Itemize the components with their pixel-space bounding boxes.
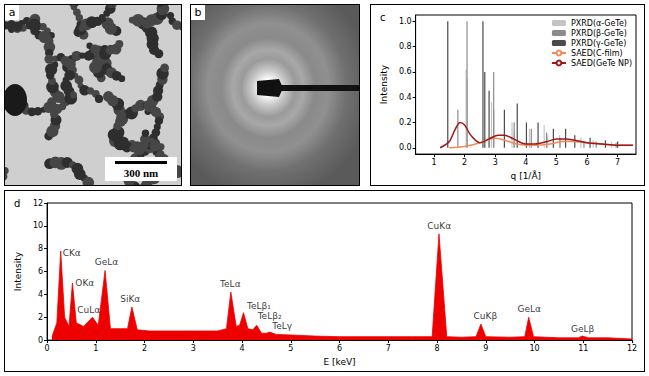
svg-text:8: 8 [38, 244, 43, 253]
svg-text:0.6: 0.6 [399, 67, 412, 76]
svg-text:SAED(GeTe NP): SAED(GeTe NP) [571, 59, 632, 68]
svg-text:a: a [9, 6, 16, 19]
svg-text:9: 9 [483, 344, 488, 353]
svg-text:E [keV]: E [keV] [323, 357, 355, 367]
svg-text:GeLβ: GeLβ [571, 324, 595, 334]
svg-text:CuKβ: CuKβ [474, 311, 498, 321]
svg-text:OKα: OKα [75, 278, 94, 288]
svg-text:2: 2 [142, 344, 147, 353]
svg-text:4: 4 [240, 344, 245, 353]
svg-text:PXRD(α-GeTe): PXRD(α-GeTe) [571, 19, 627, 28]
svg-text:CKα: CKα [63, 248, 81, 258]
svg-text:3: 3 [191, 344, 196, 353]
svg-text:q [1/Å]: q [1/Å] [511, 170, 542, 181]
svg-text:6: 6 [38, 267, 43, 276]
svg-text:GeLα: GeLα [517, 304, 541, 314]
svg-text:TeLγ: TeLγ [271, 321, 293, 331]
svg-text:SAED(C-film): SAED(C-film) [571, 49, 623, 58]
svg-text:TeLβ₂: TeLβ₂ [257, 311, 282, 321]
svg-text:d: d [14, 198, 20, 209]
svg-text:7: 7 [615, 158, 620, 167]
svg-text:4: 4 [38, 290, 43, 299]
svg-text:CuLα: CuLα [77, 305, 100, 315]
svg-text:1.0: 1.0 [399, 17, 412, 26]
svg-text:Intensity: Intensity [13, 251, 23, 291]
svg-text:4: 4 [523, 158, 528, 167]
svg-text:5: 5 [288, 344, 293, 353]
svg-text:300 nm: 300 nm [124, 167, 159, 179]
svg-text:2: 2 [38, 313, 43, 322]
svg-text:0: 0 [38, 336, 43, 345]
svg-text:0.0: 0.0 [399, 143, 412, 152]
svg-text:0: 0 [45, 344, 50, 353]
svg-text:6: 6 [584, 158, 589, 167]
svg-text:12: 12 [33, 199, 43, 208]
svg-text:8: 8 [434, 344, 439, 353]
svg-text:c: c [380, 12, 386, 23]
svg-text:PXRD(γ-GeTe): PXRD(γ-GeTe) [571, 39, 626, 48]
svg-text:b: b [195, 6, 202, 19]
svg-text:10: 10 [529, 344, 539, 353]
svg-text:CuKα: CuKα [427, 221, 451, 231]
svg-text:11: 11 [578, 344, 588, 353]
svg-text:10: 10 [33, 221, 43, 230]
svg-text:3: 3 [493, 158, 498, 167]
svg-text:TeLα: TeLα [219, 279, 241, 289]
svg-text:TeLβ₁: TeLβ₁ [246, 301, 271, 311]
svg-text:5: 5 [554, 158, 559, 167]
svg-text:SiKα: SiKα [120, 294, 140, 304]
svg-text:7: 7 [386, 344, 391, 353]
svg-text:Intensity: Intensity [379, 64, 389, 104]
svg-text:1: 1 [93, 344, 98, 353]
svg-text:12: 12 [627, 344, 637, 353]
svg-text:PXRD(β-GeTe): PXRD(β-GeTe) [571, 29, 627, 38]
svg-text:0.2: 0.2 [399, 118, 412, 127]
svg-text:6: 6 [337, 344, 342, 353]
svg-text:2: 2 [462, 158, 467, 167]
svg-text:GeLα: GeLα [95, 257, 119, 267]
svg-text:1: 1 [431, 158, 436, 167]
svg-text:0.8: 0.8 [399, 42, 412, 51]
svg-text:0.4: 0.4 [399, 93, 412, 102]
